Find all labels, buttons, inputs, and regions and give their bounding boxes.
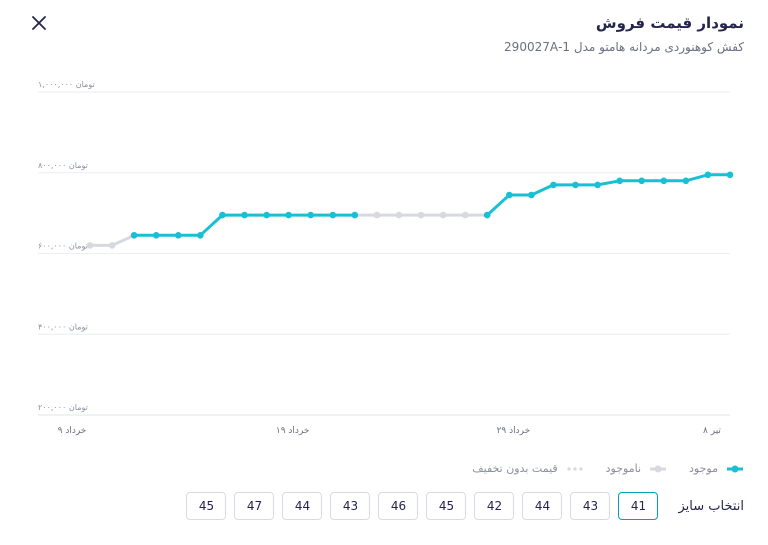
size-chip[interactable]: 45 — [426, 492, 467, 520]
data-point — [395, 211, 403, 219]
data-point — [152, 232, 160, 239]
chart-series — [86, 171, 734, 249]
data-point — [704, 171, 712, 179]
data-point — [506, 191, 513, 199]
data-point — [616, 177, 623, 185]
data-point — [461, 211, 469, 219]
in-stock-swatch-icon — [727, 465, 743, 472]
y-tick-label: ۲۰۰,۰۰۰ تومان — [38, 403, 88, 412]
data-point — [638, 177, 645, 185]
size-chip[interactable]: 43 — [330, 492, 371, 520]
y-tick-label: ۱,۰۰۰,۰۰۰ تومان — [38, 80, 95, 89]
legend-no-discount[interactable]: قیمت بدون تخفیف — [472, 462, 583, 475]
series-line — [485, 173, 732, 217]
data-point — [682, 177, 690, 185]
size-chip[interactable]: 41 — [618, 492, 659, 520]
size-selector-label: انتخاب سایز — [678, 498, 744, 514]
data-point — [108, 242, 116, 249]
size-chip[interactable]: 43 — [570, 492, 611, 520]
legend-out-of-stock[interactable]: ناموجود — [606, 462, 667, 475]
data-point — [329, 211, 337, 219]
size-chip[interactable]: 44 — [282, 492, 323, 520]
size-chip[interactable]: 44 — [522, 492, 563, 520]
data-point — [726, 171, 734, 179]
x-tick-label: ۱۹ خرداد — [276, 426, 310, 436]
legend-in-stock[interactable]: موجود — [689, 462, 744, 475]
data-point — [594, 181, 601, 189]
x-axis-labels: ۹ خرداد ۱۹ خرداد ۲۹ خرداد ۸ تیر — [58, 426, 722, 436]
data-point — [197, 232, 204, 239]
x-tick-label: ۲۹ خرداد — [497, 426, 531, 436]
y-tick-label: ۴۰۰,۰۰۰ تومان — [38, 322, 88, 331]
legend-no-discount-label: قیمت بدون تخفیف — [472, 462, 558, 475]
no-discount-swatch-icon — [567, 466, 583, 471]
close-icon — [32, 16, 46, 30]
data-point — [175, 232, 182, 239]
y-axis-labels: ۱,۰۰۰,۰۰۰ تومان ۸۰۰,۰۰۰ تومان ۶۰۰,۰۰۰ توما… — [38, 80, 95, 412]
data-point — [660, 177, 668, 185]
data-point — [528, 191, 535, 199]
data-point — [307, 211, 315, 219]
x-tick-label: ۸ تیر — [703, 426, 721, 436]
x-tick-label: ۹ خرداد — [58, 426, 87, 436]
y-tick-label: ۸۰۰,۰۰۰ تومان — [38, 161, 88, 170]
close-button[interactable] — [28, 12, 50, 34]
data-point — [130, 232, 138, 239]
data-point — [219, 211, 226, 219]
size-chip[interactable]: 47 — [234, 492, 275, 520]
size-chip[interactable]: 46 — [378, 492, 419, 520]
data-point — [373, 211, 381, 219]
data-point — [351, 211, 359, 219]
price-chart: ۱,۰۰۰,۰۰۰ تومان ۸۰۰,۰۰۰ تومان ۶۰۰,۰۰۰ توما… — [38, 80, 734, 436]
data-point — [263, 211, 270, 219]
legend-in-stock-label: موجود — [689, 462, 718, 475]
data-point — [86, 242, 94, 249]
data-point — [483, 211, 491, 219]
chart-header: نمودار قیمت فروش کفش کوهنوردی مردانه هام… — [504, 14, 744, 54]
product-name: کفش کوهنوردی مردانه هامتو مدل 1-290027A — [504, 40, 744, 54]
data-point — [241, 211, 248, 219]
size-chip[interactable]: 45 — [186, 492, 227, 520]
page-title: نمودار قیمت فروش — [595, 14, 744, 32]
chart-legend: موجود ناموجود قیمت بدون تخفیف — [472, 462, 744, 475]
data-point — [572, 181, 579, 189]
legend-out-of-stock-label: ناموجود — [605, 462, 642, 475]
data-point — [417, 211, 425, 219]
size-chip[interactable]: 42 — [474, 492, 515, 520]
chart-grid — [38, 91, 730, 416]
y-tick-label: ۶۰۰,۰۰۰ تومان — [38, 242, 88, 251]
data-point — [439, 211, 447, 219]
size-selector: انتخاب سایز 41 43 44 42 45 46 43 44 47 4… — [186, 492, 744, 520]
data-point — [285, 211, 292, 219]
data-point — [550, 181, 557, 189]
out-of-stock-swatch-icon — [650, 465, 667, 472]
